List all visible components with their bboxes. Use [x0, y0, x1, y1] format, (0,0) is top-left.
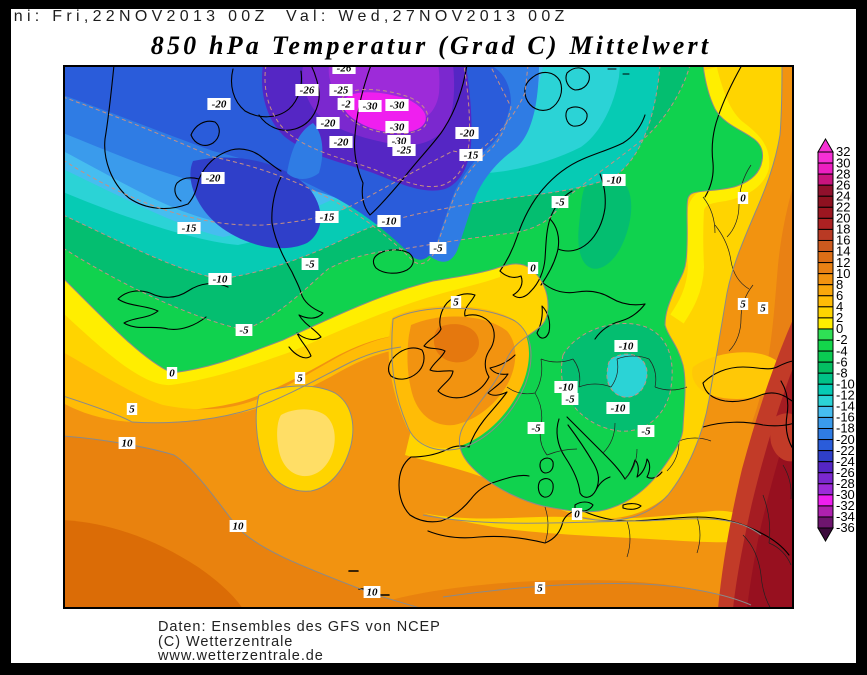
svg-text:-30: -30: [390, 122, 405, 134]
svg-text:-22: -22: [836, 443, 855, 458]
svg-text:-25: -25: [334, 85, 349, 97]
svg-text:10: 10: [233, 521, 245, 533]
svg-text:-20: -20: [836, 432, 855, 447]
svg-text:-10: -10: [213, 274, 228, 286]
svg-text:5: 5: [453, 297, 459, 309]
svg-text:12: 12: [836, 255, 850, 270]
svg-text:10: 10: [122, 438, 134, 450]
svg-text:-28: -28: [836, 476, 855, 491]
svg-text:28: 28: [836, 166, 850, 181]
svg-text:-26: -26: [300, 85, 315, 97]
svg-text:-4: -4: [836, 343, 848, 358]
svg-text:-25: -25: [397, 145, 412, 157]
svg-text:0: 0: [740, 193, 746, 205]
svg-text:-5: -5: [565, 394, 575, 406]
svg-text:-10: -10: [559, 382, 574, 394]
svg-text:-5: -5: [641, 426, 651, 438]
svg-text:-5: -5: [555, 197, 565, 209]
svg-text:-10: -10: [836, 376, 855, 391]
svg-text:14: 14: [836, 244, 850, 259]
svg-text:5: 5: [760, 303, 766, 315]
svg-text:-6: -6: [836, 354, 848, 369]
svg-text:-20: -20: [212, 99, 227, 111]
svg-text:5: 5: [537, 583, 543, 595]
svg-text:-20: -20: [460, 128, 475, 140]
svg-text:-30: -30: [390, 100, 405, 112]
svg-text:-12: -12: [836, 388, 855, 403]
svg-text:2: 2: [836, 310, 843, 325]
svg-text:32: 32: [836, 144, 850, 159]
svg-text:24: 24: [836, 188, 850, 203]
svg-text:-26: -26: [836, 465, 855, 480]
svg-text:-36: -36: [836, 520, 855, 535]
svg-text:-8: -8: [836, 365, 848, 380]
svg-text:5: 5: [129, 404, 135, 416]
svg-text:0: 0: [574, 509, 580, 521]
svg-text:8: 8: [836, 277, 843, 292]
svg-text:5: 5: [740, 299, 746, 311]
svg-text:-10: -10: [619, 341, 634, 353]
svg-text:10: 10: [836, 266, 850, 281]
svg-text:-20: -20: [206, 173, 221, 185]
svg-text:0: 0: [530, 263, 536, 275]
svg-text:-15: -15: [464, 150, 479, 162]
svg-text:-5: -5: [305, 259, 315, 271]
svg-text:-20: -20: [321, 118, 336, 130]
svg-text:20: 20: [836, 211, 850, 226]
svg-text:-26: -26: [337, 65, 352, 75]
svg-text:-15: -15: [182, 223, 197, 235]
svg-text:0: 0: [836, 321, 843, 336]
svg-text:-14: -14: [836, 399, 855, 414]
svg-text:-32: -32: [836, 498, 855, 513]
svg-text:0: 0: [169, 368, 175, 380]
svg-text:26: 26: [836, 177, 850, 192]
svg-text:-16: -16: [836, 410, 855, 425]
svg-text:-2: -2: [836, 332, 848, 347]
svg-text:22: 22: [836, 200, 850, 215]
svg-text:-30: -30: [836, 487, 855, 502]
svg-text:-5: -5: [239, 325, 249, 337]
svg-text:-24: -24: [836, 454, 855, 469]
svg-text:-5: -5: [433, 243, 443, 255]
svg-text:-10: -10: [611, 403, 626, 415]
svg-text:4: 4: [836, 299, 843, 314]
svg-text:-30: -30: [363, 101, 378, 113]
svg-text:-20: -20: [334, 137, 349, 149]
svg-text:-15: -15: [320, 212, 335, 224]
svg-text:5: 5: [297, 373, 303, 385]
svg-text:18: 18: [836, 222, 850, 237]
svg-text:-5: -5: [531, 423, 541, 435]
svg-text:10: 10: [367, 587, 379, 599]
svg-text:-34: -34: [836, 509, 855, 524]
svg-text:6: 6: [836, 288, 843, 303]
svg-text:-10: -10: [382, 216, 397, 228]
svg-text:16: 16: [836, 233, 850, 248]
svg-text:-2: -2: [341, 99, 351, 111]
svg-text:-10: -10: [607, 175, 622, 187]
svg-text:-18: -18: [836, 421, 855, 436]
svg-text:30: 30: [836, 155, 850, 170]
